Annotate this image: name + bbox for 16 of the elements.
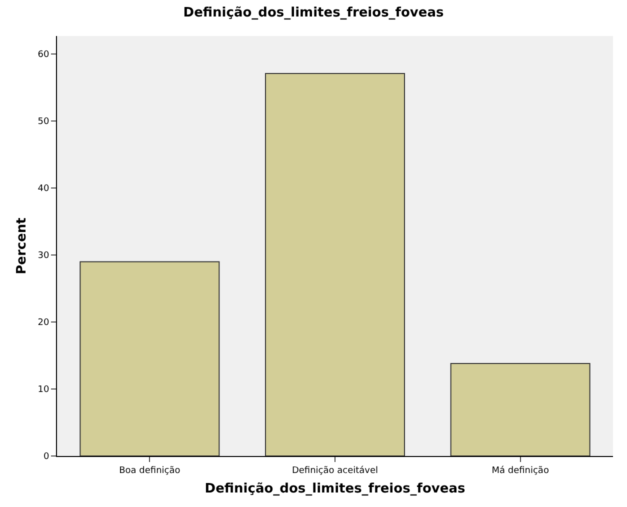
x-tick-label: Definição aceitável [292, 464, 378, 476]
x-tick-label: Má definição [492, 464, 550, 476]
y-tick-label: 40 [38, 184, 50, 194]
x-axis-title: Definição_dos_limites_freios_foveas [204, 481, 466, 496]
bar [265, 73, 405, 456]
y-axis-title: Percent [14, 218, 30, 274]
y-tick-label: 60 [38, 50, 50, 60]
y-tick-label: 30 [38, 251, 50, 262]
bar [450, 363, 590, 456]
y-tick-label: 10 [38, 385, 50, 396]
y-tick-label: 0 [43, 452, 50, 462]
bar [80, 261, 220, 456]
x-tick-label: Boa definição [119, 466, 181, 476]
y-tick-label: 50 [38, 117, 50, 128]
y-tick-label: 20 [38, 318, 50, 328]
chart-title: Definição_dos_limites_freios_foveas [183, 6, 444, 21]
